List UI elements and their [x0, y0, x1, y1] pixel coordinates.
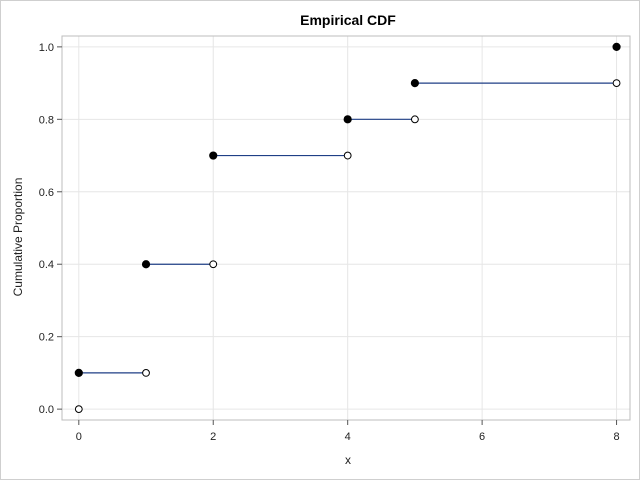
- y-tick-label-0: 0.0: [39, 404, 54, 416]
- y-tick-label-5: 1.0: [39, 42, 54, 54]
- x-tick-label-2: 4: [345, 431, 351, 443]
- y-tick-label-1: 0.2: [39, 332, 54, 344]
- plot-layer: 0 2 4 6 8 0.0 0.2 0.4 0.6 0.8 1.0: [39, 35, 631, 443]
- open-point-1: [142, 369, 150, 377]
- chart-title: Empirical CDF: [300, 12, 396, 28]
- closed-point-3: [343, 115, 352, 124]
- y-tick-label-4: 0.8: [39, 114, 54, 126]
- x-tick-label-1: 2: [210, 431, 216, 443]
- open-point-4: [410, 115, 419, 124]
- x-tick-label-4: 8: [613, 431, 619, 443]
- x-tick-label-3: 6: [479, 431, 485, 443]
- open-point-5: [612, 79, 621, 87]
- open-point-3: [343, 151, 352, 160]
- y-tick-label-3: 0.6: [39, 187, 54, 199]
- open-point-2: [209, 260, 218, 269]
- closed-point-1: [141, 260, 151, 269]
- closed-point-2: [209, 151, 218, 160]
- y-tick-label-2: 0.4: [39, 259, 54, 271]
- x-tick-label-0: 0: [76, 431, 82, 443]
- x-axis-label: x: [345, 453, 351, 467]
- y-axis-label: Cumulative Proportion: [11, 178, 25, 297]
- open-point-0: [74, 405, 83, 414]
- closed-point-5: [612, 42, 621, 51]
- closed-point-0: [74, 368, 83, 378]
- plot-area-border: [61, 35, 631, 421]
- closed-point-4: [410, 78, 419, 88]
